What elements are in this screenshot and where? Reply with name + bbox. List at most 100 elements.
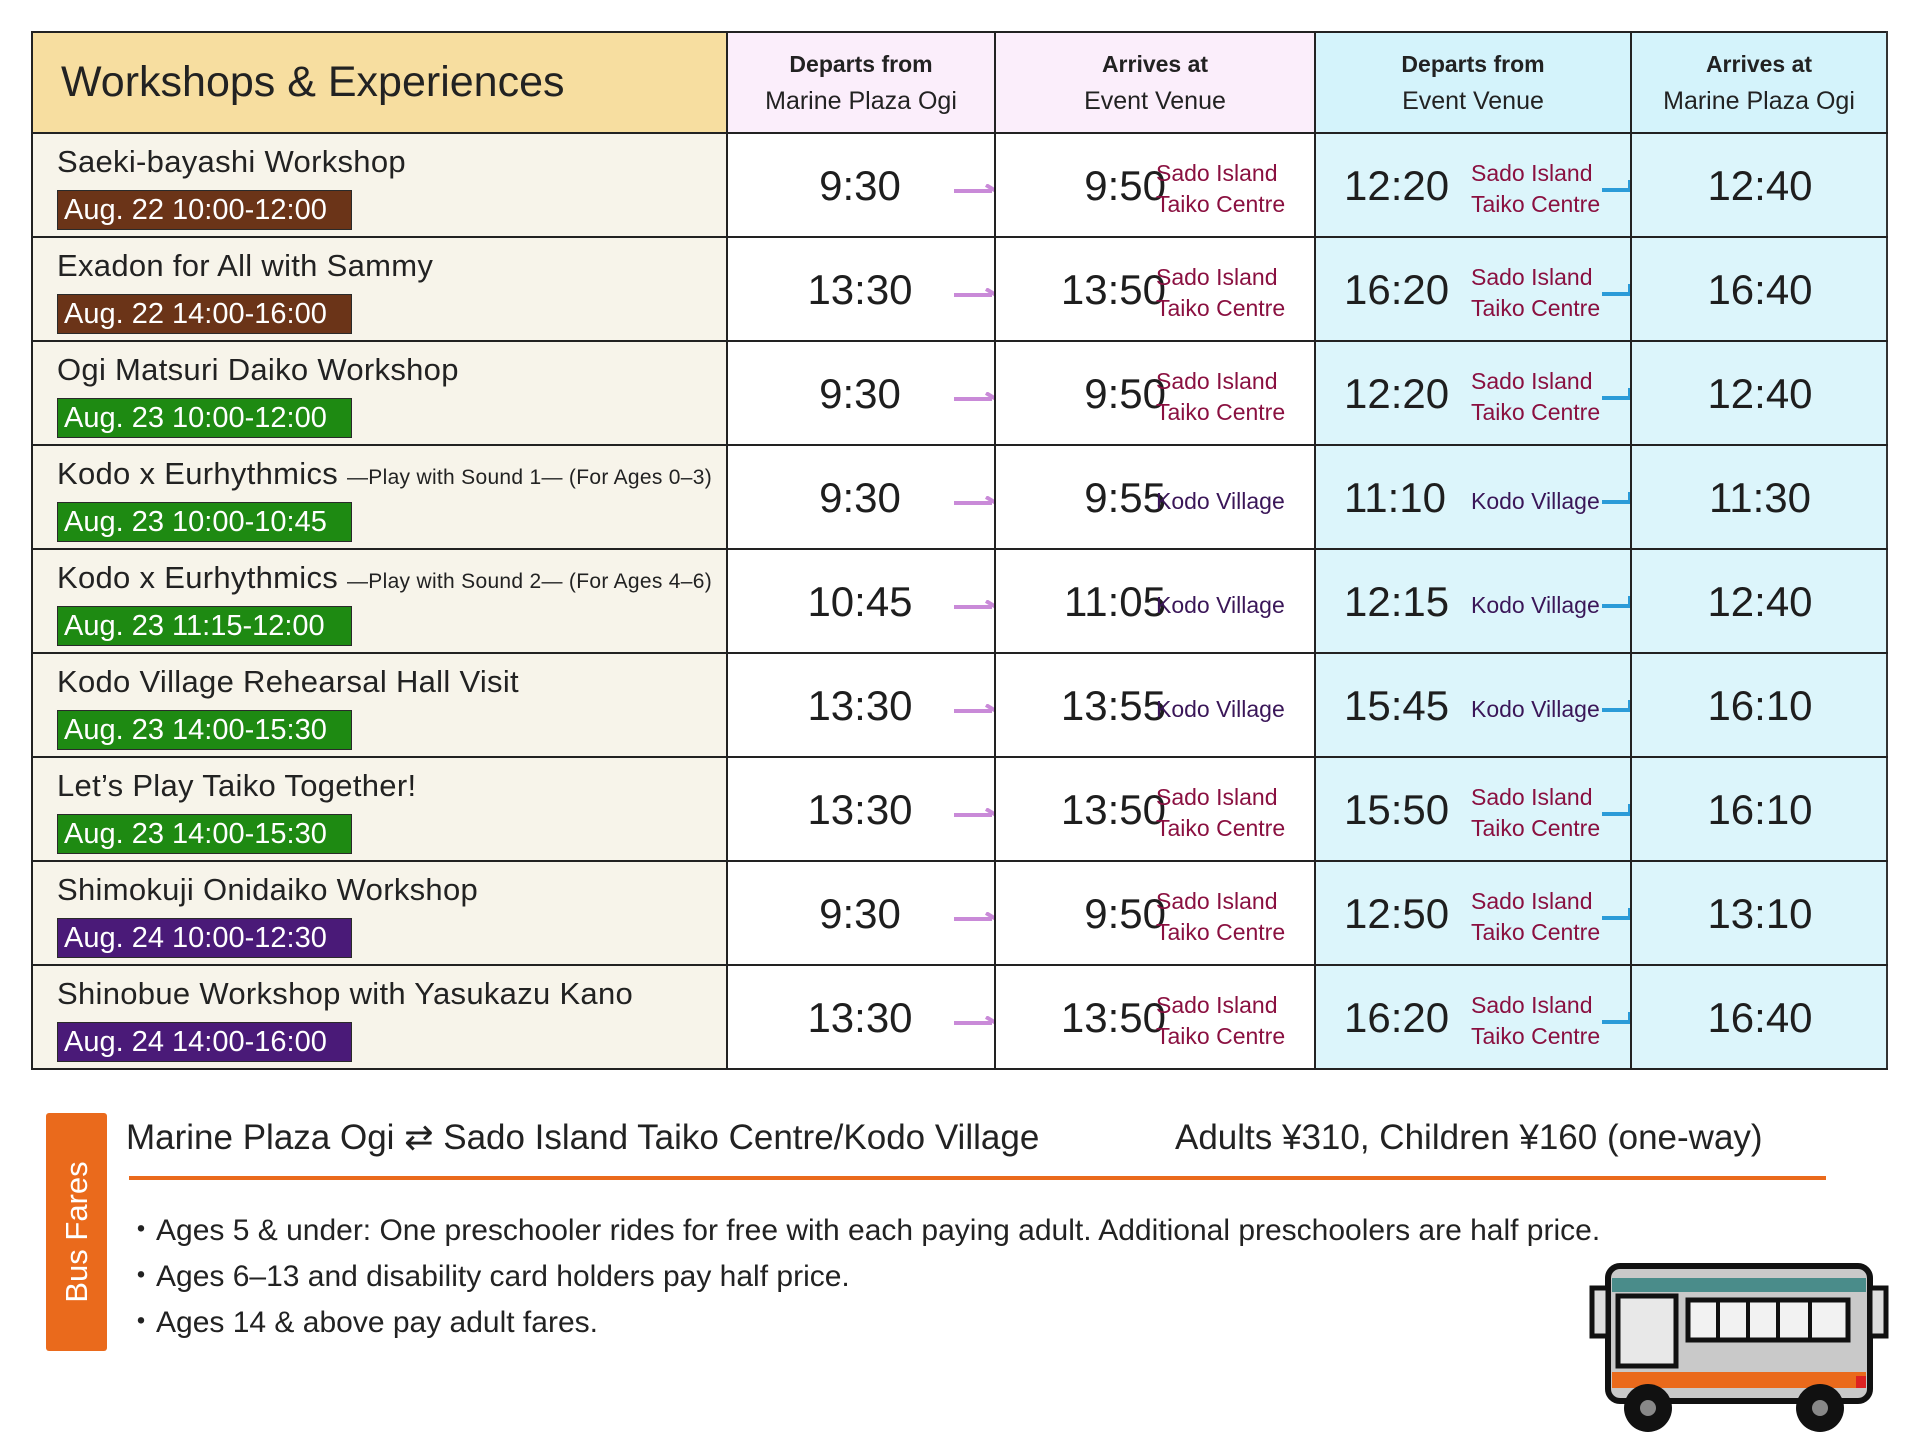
table-row: Exadon for All with Sammy Aug. 22 14:00-… <box>31 237 1888 342</box>
fare-note: Ages 5 & under: One preschooler rides fo… <box>126 1208 1600 1254</box>
arrive-time: 9:50 <box>1084 370 1166 417</box>
arrive-ogi-cell: 12:40 <box>1631 549 1888 654</box>
venue-label: Kodo Village <box>1156 486 1285 517</box>
return-arrow-icon <box>1602 180 1629 192</box>
depart-venue-cell: 12:15 Kodo Village <box>1315 549 1632 654</box>
return-depart-time: 11:10 <box>1344 474 1446 521</box>
venue-line: Sado Island <box>1156 888 1278 914</box>
venue-line: Taiko Centre <box>1471 919 1601 945</box>
venue-line: Kodo Village <box>1156 696 1285 722</box>
depart-venue-cell: 12:20 Sado Island Taiko Centre <box>1315 133 1632 238</box>
depart-time: 13:30 <box>807 786 913 833</box>
event-subtitle: —Play with Sound 2— (For Ages 4–6) <box>347 570 713 593</box>
fare-divider <box>129 1176 1826 1180</box>
depart-ogi-cell: 9:30 <box>727 341 996 446</box>
col-arrive-venue-text: Event Venue <box>1084 86 1226 115</box>
depart-time: 13:30 <box>807 994 913 1041</box>
return-arrow-icon <box>1602 596 1629 608</box>
event-title: Kodo x Eurhythmics <box>57 560 339 595</box>
event-date-badge: Aug. 22 10:00-12:00 <box>57 190 352 230</box>
arrive-venue-cell: 11:05 Kodo Village <box>995 549 1316 654</box>
table-row: Kodo x Eurhythmics —Play with Sound 1— (… <box>31 445 1888 550</box>
return-arrive-time: 13:10 <box>1707 890 1813 937</box>
outbound-arrow-icon <box>954 912 993 921</box>
depart-ogi-cell: 9:30 <box>727 133 996 238</box>
depart-venue-cell: 11:10 Kodo Village <box>1315 445 1632 550</box>
return-arrow-icon <box>1602 908 1629 920</box>
venue-label: Kodo Village <box>1471 486 1600 517</box>
venue-line: Taiko Centre <box>1471 815 1601 841</box>
fare-notes: Ages 5 & under: One preschooler rides fo… <box>126 1208 1600 1346</box>
workshops-header: Workshops & Experiences <box>31 32 728 134</box>
col-arrive-venue-bold: Arrives at <box>1101 50 1209 77</box>
fare-note: Ages 6–13 and disability card holders pa… <box>126 1254 1600 1300</box>
arrive-time: 13:50 <box>1060 994 1166 1041</box>
venue-label: Sado Island Taiko Centre <box>1156 262 1285 324</box>
venue-line: Taiko Centre <box>1471 399 1601 425</box>
event-subtitle: —Play with Sound 1— (For Ages 0–3) <box>347 466 713 489</box>
arrive-time: 11:05 <box>1064 578 1166 625</box>
arrive-time: 13:50 <box>1060 786 1166 833</box>
event-name: Saeki-bayashi Workshop <box>57 142 725 186</box>
col-depart-venue-bold: Departs from <box>1401 50 1545 77</box>
header-row: Workshops & Experiences Departs from Mar… <box>31 32 1888 134</box>
return-arrow-icon <box>1602 1012 1629 1024</box>
venue-line: Sado Island <box>1471 264 1593 290</box>
return-arrow-icon <box>1602 700 1629 712</box>
arrive-ogi-cell: 16:10 <box>1631 757 1888 862</box>
return-arrive-time: 12:40 <box>1707 370 1813 417</box>
col-arrive-venue-header: Arrives at Event Venue <box>995 32 1316 134</box>
venue-label: Kodo Village <box>1156 590 1285 621</box>
venue-line: Taiko Centre <box>1156 919 1286 945</box>
event-title: Saeki-bayashi Workshop <box>57 144 406 179</box>
venue-line: Taiko Centre <box>1156 1023 1286 1049</box>
depart-time: 9:30 <box>819 890 901 937</box>
depart-ogi-cell: 9:30 <box>727 445 996 550</box>
col-arrive-ogi-header: Arrives at Marine Plaza Ogi <box>1631 32 1888 134</box>
event-date-badge: Aug. 23 10:00-10:45 <box>57 502 352 542</box>
return-depart-time: 15:45 <box>1344 682 1450 729</box>
venue-label: Kodo Village <box>1471 590 1600 621</box>
event-title: Ogi Matsuri Daiko Workshop <box>57 352 459 387</box>
event-date-badge: Aug. 24 14:00-16:00 <box>57 1022 352 1062</box>
venue-line: Kodo Village <box>1156 592 1285 618</box>
col-arrive-ogi-bold: Arrives at <box>1705 50 1813 77</box>
arrive-ogi-cell: 12:40 <box>1631 133 1888 238</box>
bus-illustration <box>1589 1263 1889 1432</box>
return-depart-time: 12:15 <box>1344 578 1450 625</box>
event-name: Let’s Play Taiko Together! <box>57 766 725 810</box>
return-arrive-time: 16:40 <box>1707 994 1813 1041</box>
schedule-table: Workshops & Experiences Departs from Mar… <box>31 31 1888 1070</box>
return-arrow-icon <box>1602 388 1629 400</box>
venue-line: Taiko Centre <box>1156 399 1286 425</box>
fare-price: Adults ¥310, Children ¥160 (one-way) <box>1175 1118 1763 1157</box>
venue-line: Taiko Centre <box>1156 191 1286 217</box>
venue-line: Sado Island <box>1471 992 1593 1018</box>
return-arrive-time: 16:40 <box>1707 266 1813 313</box>
return-depart-time: 15:50 <box>1344 786 1450 833</box>
depart-ogi-cell: 13:30 <box>727 237 996 342</box>
return-arrow-icon <box>1602 284 1629 296</box>
table-row: Shinobue Workshop with Yasukazu Kano Aug… <box>31 965 1888 1070</box>
event-name: Kodo Village Rehearsal Hall Visit <box>57 662 725 706</box>
depart-venue-cell: 12:20 Sado Island Taiko Centre <box>1315 341 1632 446</box>
event-title: Kodo Village Rehearsal Hall Visit <box>57 664 519 699</box>
outbound-arrow-icon <box>954 1016 993 1025</box>
depart-venue-cell: 15:45 Kodo Village <box>1315 653 1632 758</box>
arrive-venue-cell: 9:55 Kodo Village <box>995 445 1316 550</box>
venue-label: Sado Island Taiko Centre <box>1471 366 1600 428</box>
table-row: Kodo x Eurhythmics —Play with Sound 2— (… <box>31 549 1888 654</box>
arrive-ogi-cell: 13:10 <box>1631 861 1888 966</box>
venue-line: Sado Island <box>1156 784 1278 810</box>
return-depart-time: 12:50 <box>1344 890 1450 937</box>
venue-line: Sado Island <box>1156 992 1278 1018</box>
arrive-time: 9:50 <box>1084 890 1166 937</box>
arrive-ogi-cell: 11:30 <box>1631 445 1888 550</box>
venue-label: Sado Island Taiko Centre <box>1156 886 1285 948</box>
depart-ogi-cell: 13:30 <box>727 965 996 1070</box>
bus-fares-tab: Bus Fares <box>46 1113 107 1351</box>
venue-line: Taiko Centre <box>1471 295 1601 321</box>
event-cell: Kodo x Eurhythmics —Play with Sound 1— (… <box>31 445 728 550</box>
arrive-venue-cell: 13:55 Kodo Village <box>995 653 1316 758</box>
table-row: Saeki-bayashi Workshop Aug. 22 10:00-12:… <box>31 133 1888 238</box>
